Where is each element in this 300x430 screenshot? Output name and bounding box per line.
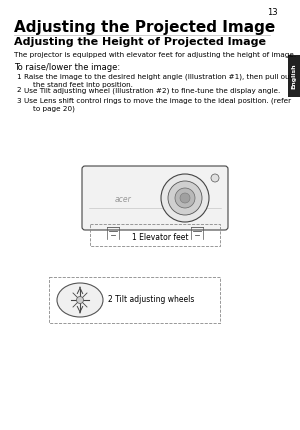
Text: To raise/lower the image:: To raise/lower the image: — [14, 63, 120, 72]
Ellipse shape — [57, 283, 103, 317]
Text: 1: 1 — [16, 74, 21, 80]
Text: 2 Tilt adjusting wheels: 2 Tilt adjusting wheels — [108, 295, 194, 304]
Circle shape — [161, 174, 209, 222]
Circle shape — [168, 181, 202, 215]
Text: The projector is equipped with elevator feet for adjusting the height of image.: The projector is equipped with elevator … — [14, 52, 296, 58]
Text: Adjusting the Projected Image: Adjusting the Projected Image — [14, 20, 275, 35]
Text: 13: 13 — [267, 8, 278, 17]
Circle shape — [211, 174, 219, 182]
Text: 3: 3 — [16, 98, 21, 104]
FancyBboxPatch shape — [82, 166, 228, 230]
Circle shape — [180, 193, 190, 203]
Text: 1 Elevator feet: 1 Elevator feet — [132, 233, 188, 242]
Text: Use Lens shift control rings to move the image to the ideal position. (refer
   : Use Lens shift control rings to move the… — [24, 98, 291, 112]
Text: English: English — [292, 63, 296, 89]
Text: 2: 2 — [16, 87, 21, 93]
Circle shape — [76, 297, 83, 304]
Circle shape — [175, 188, 195, 208]
Text: Adjusting the Height of Projected Image: Adjusting the Height of Projected Image — [14, 37, 266, 47]
Text: Use Tilt adjusting wheel (Illustration #2) to fine-tune the display angle.: Use Tilt adjusting wheel (Illustration #… — [24, 87, 280, 93]
Text: Raise the image to the desired height angle (Illustration #1), then pull out
   : Raise the image to the desired height an… — [24, 74, 292, 87]
Text: acer: acer — [115, 196, 131, 205]
FancyBboxPatch shape — [288, 55, 300, 97]
